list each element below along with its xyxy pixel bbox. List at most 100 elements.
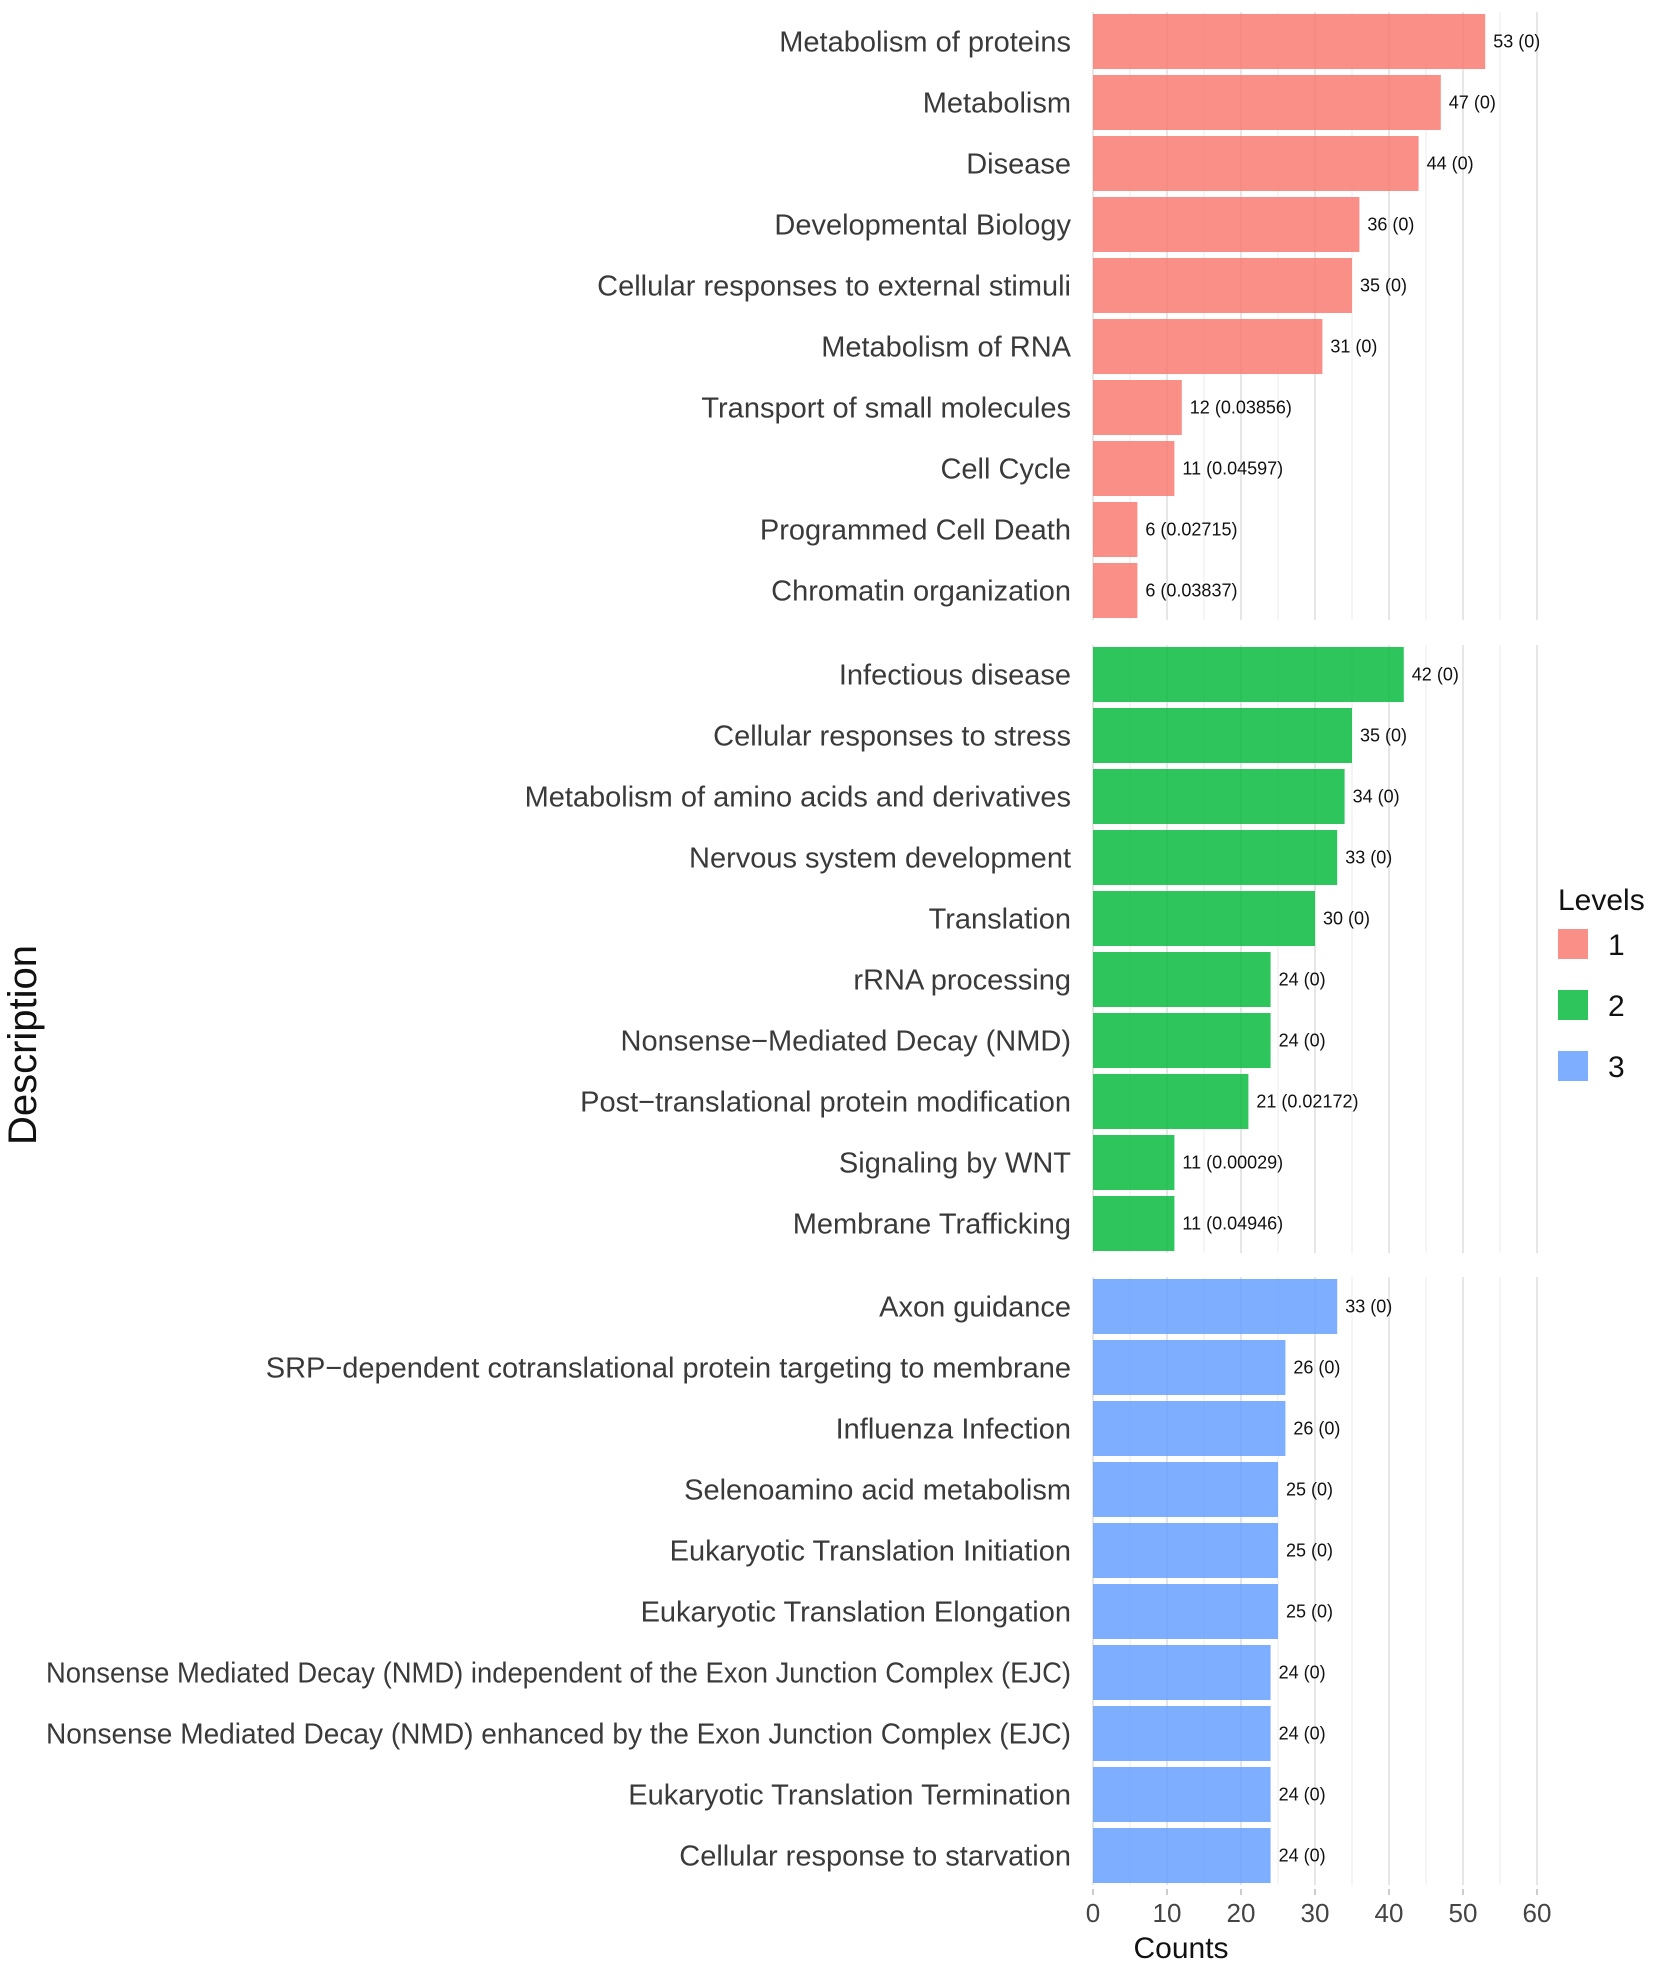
bar-level-2	[1093, 830, 1338, 885]
legend-title: Levels	[1558, 884, 1645, 917]
bar-level-1	[1093, 502, 1138, 557]
category-label: Developmental Biology	[774, 210, 1071, 242]
legend: Levels 1 2 3	[1558, 884, 1645, 1084]
bars: 53 (0) 47 (0) 44 (0) 36 (0) 35 (0) 31 (0) 12 (…	[1093, 14, 1540, 1883]
category-label: Cellular responses to stress	[713, 721, 1071, 753]
bar-value-label: 25 (0)	[1286, 1602, 1333, 1622]
bar-level-2	[1093, 1013, 1271, 1068]
category-label: Axon guidance	[879, 1292, 1071, 1324]
bar-level-1	[1093, 14, 1486, 69]
bar-level-1	[1093, 197, 1360, 252]
legend-swatch-level-3	[1558, 1051, 1588, 1081]
bar-level-3	[1093, 1523, 1278, 1578]
bar-level-2	[1093, 1074, 1249, 1129]
category-label: Metabolism of proteins	[779, 27, 1071, 59]
legend-label-level-2: 2	[1608, 990, 1625, 1023]
bar-level-3	[1093, 1767, 1271, 1822]
bar-level-2	[1093, 769, 1345, 824]
category-label: rRNA processing	[853, 965, 1071, 997]
bar-value-label: 6 (0.02715)	[1145, 520, 1237, 540]
category-label: Translation	[929, 904, 1071, 936]
bar-value-label: 42 (0)	[1412, 665, 1459, 685]
bar-value-label: 34 (0)	[1353, 787, 1400, 807]
bar-level-1	[1093, 258, 1352, 313]
bar-value-label: 33 (0)	[1345, 848, 1392, 868]
category-label: Cellular response to starvation	[679, 1841, 1071, 1873]
legend-swatch-level-2	[1558, 990, 1588, 1020]
category-label: Disease	[966, 149, 1071, 181]
bar-value-label: 26 (0)	[1293, 1358, 1340, 1378]
bar-level-1	[1093, 441, 1175, 496]
bar-level-3	[1093, 1645, 1271, 1700]
bar-level-3	[1093, 1828, 1271, 1883]
category-label: Eukaryotic Translation Elongation	[641, 1597, 1071, 1629]
bar-level-1	[1093, 75, 1441, 130]
bar-level-3	[1093, 1584, 1278, 1639]
bar-level-2	[1093, 1135, 1175, 1190]
category-label: SRP−dependent cotranslational protein ta…	[266, 1353, 1071, 1385]
x-tick-label: 30	[1301, 1898, 1330, 1928]
bar-level-2	[1093, 647, 1404, 702]
category-label: Cellular responses to external stimuli	[597, 271, 1071, 303]
bar-value-label: 11 (0.04946)	[1182, 1214, 1283, 1234]
x-axis-title: Counts	[1133, 1932, 1228, 1965]
bar-value-label: 6 (0.03837)	[1145, 581, 1237, 601]
bar-value-label: 24 (0)	[1279, 970, 1326, 990]
x-axis: 0 10 20 30 40 50 60	[1086, 1889, 1552, 1928]
legend-label-level-1: 1	[1608, 929, 1625, 962]
bar-value-label: 24 (0)	[1279, 1663, 1326, 1683]
bar-value-label: 44 (0)	[1427, 154, 1474, 174]
x-tick-label: 50	[1449, 1898, 1478, 1928]
bar-value-label: 21 (0.02172)	[1256, 1092, 1358, 1112]
bar-value-label: 33 (0)	[1345, 1297, 1392, 1317]
y-axis-title: Description	[1, 945, 45, 1145]
category-label: Nonsense Mediated Decay (NMD) enhanced b…	[46, 1719, 1071, 1751]
bar-level-2	[1093, 952, 1271, 1007]
bar-value-label: 25 (0)	[1286, 1541, 1333, 1561]
category-label: Metabolism of amino acids and derivative…	[525, 782, 1071, 814]
bar-value-label: 47 (0)	[1449, 93, 1496, 113]
category-label: Programmed Cell Death	[760, 515, 1071, 547]
legend-swatch-level-1	[1558, 929, 1588, 959]
category-label: Post−translational protein modification	[580, 1087, 1071, 1119]
bar-value-label: 24 (0)	[1279, 1846, 1326, 1866]
x-tick-label: 0	[1086, 1898, 1100, 1928]
category-label: Selenoamino acid metabolism	[684, 1475, 1071, 1507]
x-tick-label: 60	[1523, 1898, 1552, 1928]
bar-level-2	[1093, 708, 1352, 763]
bar-value-label: 24 (0)	[1279, 1031, 1326, 1051]
category-label: Membrane Trafficking	[793, 1209, 1071, 1241]
bar-value-label: 11 (0.04597)	[1182, 459, 1283, 479]
x-tick-label: 10	[1153, 1898, 1182, 1928]
bar-level-1	[1093, 380, 1182, 435]
bar-value-label: 35 (0)	[1360, 276, 1407, 296]
category-label: Metabolism	[923, 88, 1071, 120]
bar-value-label: 30 (0)	[1323, 909, 1370, 929]
bar-value-label: 31 (0)	[1330, 337, 1377, 357]
bar-value-label: 24 (0)	[1279, 1724, 1326, 1744]
category-label: Chromatin organization	[771, 576, 1071, 608]
bar-value-label: 26 (0)	[1293, 1419, 1340, 1439]
category-label: Nervous system development	[689, 843, 1071, 875]
bar-level-3	[1093, 1462, 1278, 1517]
bar-level-3	[1093, 1706, 1271, 1761]
bar-value-label: 36 (0)	[1367, 215, 1414, 235]
bar-level-3	[1093, 1401, 1286, 1456]
bar-level-1	[1093, 136, 1419, 191]
category-label: Signaling by WNT	[839, 1148, 1071, 1180]
bar-level-3	[1093, 1340, 1286, 1395]
category-label: Transport of small molecules	[701, 393, 1071, 425]
category-label: Influenza Infection	[836, 1414, 1071, 1446]
bar-value-label: 53 (0)	[1493, 32, 1540, 52]
category-label: Metabolism of RNA	[821, 332, 1071, 364]
x-tick-label: 40	[1375, 1898, 1404, 1928]
category-label: Nonsense−Mediated Decay (NMD)	[621, 1026, 1072, 1058]
bar-value-label: 35 (0)	[1360, 726, 1407, 746]
bar-level-3	[1093, 1279, 1338, 1334]
bar-value-label: 24 (0)	[1279, 1785, 1326, 1805]
bar-level-1	[1093, 563, 1138, 618]
category-label: Eukaryotic Translation Initiation	[670, 1536, 1071, 1568]
category-label: Cell Cycle	[940, 454, 1071, 486]
category-label: Infectious disease	[839, 660, 1071, 692]
bar-level-2	[1093, 891, 1315, 946]
